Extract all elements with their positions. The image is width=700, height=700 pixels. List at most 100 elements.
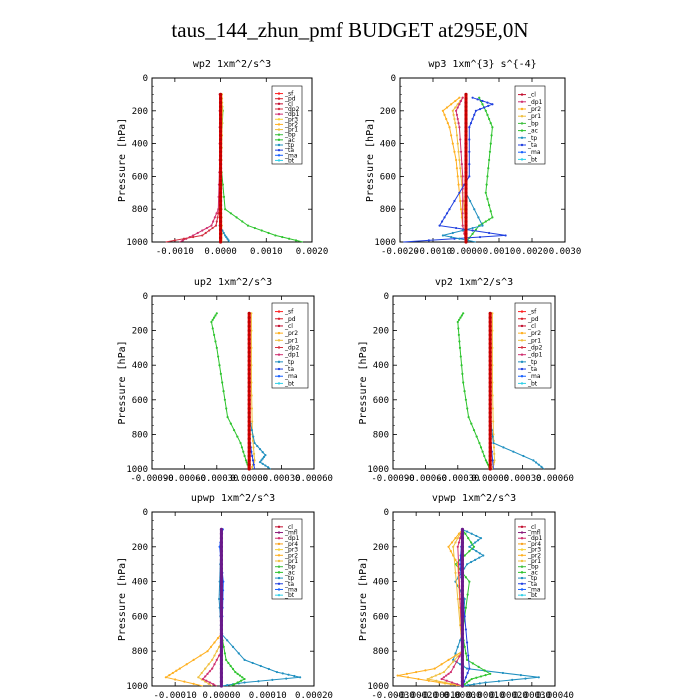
- zero-profile-point: [460, 580, 465, 584]
- series-point: [214, 340, 217, 343]
- series-point: [464, 606, 467, 609]
- zero-profile-point: [464, 125, 468, 129]
- series-point: [459, 99, 463, 103]
- zero-profile-point: [219, 558, 224, 562]
- series-point: [211, 667, 214, 670]
- zero-profile-point: [218, 96, 223, 101]
- series-point: [250, 346, 253, 349]
- series-point: [206, 672, 209, 675]
- legend-marker: [277, 128, 281, 131]
- budget-panel: 0 200 400 600 800 1000-0.00090-0.00060-0.0003…: [358, 277, 574, 484]
- series-point: [396, 674, 399, 677]
- series-point: [241, 676, 244, 679]
- zero-profile-point: [247, 341, 251, 346]
- zero-profile-point: [464, 232, 468, 236]
- series-point: [454, 558, 457, 561]
- y-tick-label: 1000: [367, 465, 389, 475]
- legend-marker: [277, 531, 281, 534]
- zero-profile-point: [218, 129, 223, 133]
- legend-marker: [277, 123, 281, 126]
- series-point: [281, 235, 284, 239]
- series-point: [181, 239, 184, 242]
- legend-label: _ta: [527, 366, 537, 373]
- series-point: [204, 231, 207, 235]
- series-point: [251, 420, 254, 423]
- legend-marker: [277, 159, 281, 162]
- legend-label: _pr2: [284, 121, 298, 128]
- zero-profile-point: [488, 367, 492, 372]
- zero-profile-point: [460, 597, 465, 601]
- zero-profile-point: [218, 137, 223, 142]
- series-point: [243, 658, 246, 662]
- y-tick-label: 1000: [126, 465, 148, 475]
- zero-profile-point: [464, 158, 468, 162]
- series-point: [463, 597, 466, 601]
- x-tick-label: -0.0010: [156, 247, 194, 257]
- budget-panel: 0 200 400 600 800 1000-0.00090-0.00060-0.0003…: [117, 277, 333, 484]
- legend-marker: [520, 554, 524, 557]
- series-point: [522, 454, 525, 458]
- y-tick-label: 800: [373, 430, 389, 440]
- series-point: [511, 678, 514, 682]
- series-point: [441, 109, 444, 112]
- zero-profile-point: [488, 346, 492, 350]
- series-point: [492, 420, 495, 423]
- series-point: [464, 576, 467, 579]
- series-point: [493, 452, 496, 455]
- x-tick-label: -0.00010: [418, 691, 461, 700]
- y-tick-label: 400: [380, 140, 396, 150]
- series-point: [250, 312, 253, 315]
- series-point: [452, 660, 455, 663]
- series-point: [462, 312, 465, 315]
- zero-profile-point: [464, 150, 468, 154]
- series-point: [535, 461, 538, 464]
- series-point: [491, 329, 494, 332]
- zero-profile-point: [488, 428, 492, 432]
- zero-profile-point: [460, 606, 465, 610]
- legend-marker: [520, 382, 524, 385]
- series-point: [260, 229, 263, 232]
- series-point: [458, 191, 461, 194]
- legend-marker: [520, 122, 524, 125]
- legend-label: _pr3: [284, 547, 298, 554]
- legend-marker: [520, 531, 524, 534]
- zero-profile-point: [488, 450, 492, 454]
- legend-marker: [277, 138, 281, 142]
- series-point: [250, 428, 253, 432]
- series-point: [472, 683, 476, 686]
- series-point: [476, 539, 480, 542]
- series-point: [293, 674, 296, 678]
- zero-profile-point: [460, 593, 465, 597]
- series-point: [491, 435, 494, 438]
- series-point: [456, 142, 459, 145]
- series-point: [204, 667, 207, 670]
- legend-marker: [520, 136, 524, 139]
- series-point: [475, 676, 478, 679]
- legend-label: _pr3: [284, 116, 298, 123]
- x-tick-label: 0.00060: [536, 474, 574, 484]
- series-point: [490, 134, 493, 137]
- zero-profile-point: [464, 207, 468, 211]
- legend-label: _pr2: [527, 330, 541, 337]
- zero-profile-point: [247, 393, 251, 398]
- series-point: [463, 645, 466, 648]
- series-point: [218, 645, 221, 648]
- series-point: [456, 320, 459, 324]
- zero-profile-point: [218, 174, 223, 178]
- series-point: [486, 463, 490, 466]
- y-tick-label: 0: [143, 74, 148, 84]
- series-point: [470, 532, 473, 535]
- series-point: [456, 537, 459, 540]
- legend-marker: [520, 565, 524, 568]
- series-point: [235, 216, 238, 219]
- legend-label: _pr4: [527, 541, 541, 548]
- series-point: [211, 226, 214, 230]
- series-point: [225, 235, 228, 239]
- legend-marker: [520, 548, 524, 551]
- series-point: [464, 398, 467, 401]
- series-point: [261, 457, 264, 460]
- legend-label: _pr1: [527, 113, 541, 120]
- series-point: [455, 126, 458, 129]
- series-point: [175, 669, 178, 672]
- zero-profile-point: [218, 228, 223, 232]
